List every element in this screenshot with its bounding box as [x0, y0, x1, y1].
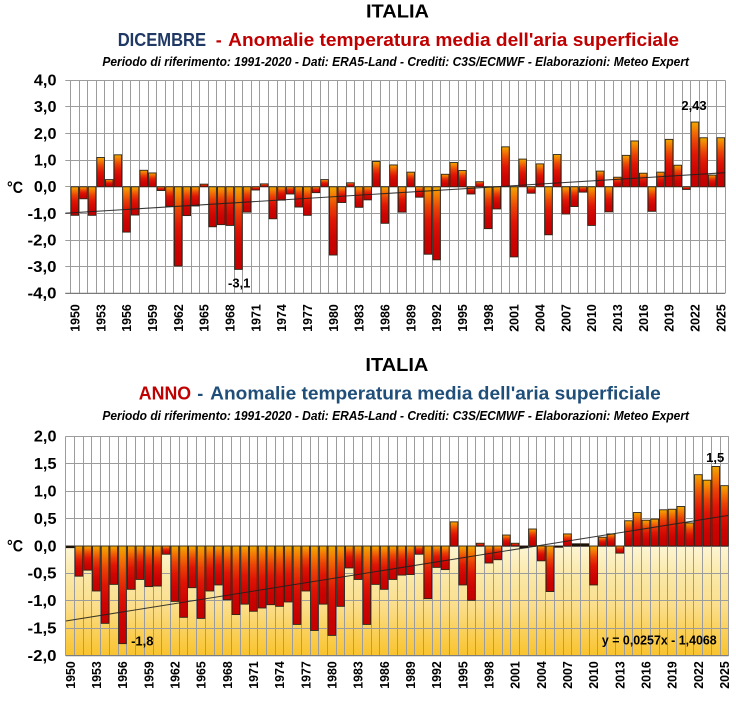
- svg-text:-4,0: -4,0: [28, 286, 57, 303]
- svg-text:3,0: 3,0: [34, 99, 57, 116]
- svg-text:ITALIA: ITALIA: [366, 2, 429, 22]
- svg-text:1953: 1953: [89, 661, 104, 689]
- svg-text:1974: 1974: [274, 303, 289, 331]
- svg-text:1,0: 1,0: [34, 152, 57, 169]
- svg-text:1977: 1977: [298, 661, 313, 689]
- svg-text:2001: 2001: [508, 661, 523, 689]
- svg-text:-0,5: -0,5: [28, 566, 57, 583]
- svg-text:1968: 1968: [222, 304, 237, 332]
- svg-text:2025: 2025: [713, 304, 728, 332]
- svg-text:-1,0: -1,0: [28, 593, 57, 610]
- svg-text:-1,8: -1,8: [131, 634, 153, 649]
- svg-text:1,5: 1,5: [706, 450, 724, 465]
- svg-text:2016: 2016: [639, 661, 654, 689]
- svg-text:1950: 1950: [63, 661, 78, 689]
- svg-text:1971: 1971: [246, 661, 261, 689]
- svg-text:1983: 1983: [351, 661, 366, 689]
- svg-text:2010: 2010: [586, 661, 601, 689]
- svg-text:°C: °C: [7, 179, 23, 197]
- svg-text:1992: 1992: [429, 661, 444, 689]
- svg-text:1968: 1968: [220, 661, 235, 689]
- svg-text:2016: 2016: [636, 304, 651, 332]
- svg-text:1986: 1986: [377, 304, 392, 332]
- svg-text:1953: 1953: [93, 304, 108, 332]
- svg-text:1986: 1986: [377, 661, 392, 689]
- svg-text:2022: 2022: [688, 304, 703, 332]
- svg-text:2019: 2019: [662, 304, 677, 332]
- svg-text:0,0: 0,0: [34, 538, 57, 555]
- svg-text:ANNO: ANNO: [139, 383, 191, 403]
- svg-text:1989: 1989: [403, 304, 418, 332]
- svg-text:1971: 1971: [248, 304, 263, 332]
- svg-text:2,43: 2,43: [681, 98, 706, 113]
- svg-text:2001: 2001: [507, 304, 522, 332]
- svg-text:1992: 1992: [429, 304, 444, 332]
- svg-text:1974: 1974: [272, 660, 287, 688]
- svg-text:2025: 2025: [717, 661, 732, 689]
- svg-text:-: -: [197, 383, 203, 403]
- svg-text:-: -: [216, 30, 222, 50]
- svg-text:1995: 1995: [455, 661, 470, 689]
- svg-text:-2,0: -2,0: [28, 648, 57, 665]
- svg-text:0,5: 0,5: [34, 511, 57, 528]
- svg-text:2019: 2019: [665, 661, 680, 689]
- svg-text:1983: 1983: [352, 304, 367, 332]
- svg-text:1962: 1962: [171, 304, 186, 332]
- svg-text:1998: 1998: [482, 661, 497, 689]
- svg-text:-1,5: -1,5: [28, 621, 57, 638]
- svg-text:1,0: 1,0: [34, 484, 57, 501]
- svg-text:1977: 1977: [300, 304, 315, 332]
- svg-text:DICEMBRE: DICEMBRE: [118, 30, 206, 50]
- svg-text:1995: 1995: [455, 304, 470, 332]
- svg-text:2013: 2013: [612, 661, 627, 689]
- svg-text:1980: 1980: [326, 304, 341, 332]
- svg-text:2007: 2007: [560, 661, 575, 689]
- svg-text:2010: 2010: [584, 304, 599, 332]
- svg-text:Periodo di riferimento: 1991-2: Periodo di riferimento: 1991-2020 - Dati…: [102, 408, 689, 423]
- svg-text:ITALIA: ITALIA: [365, 355, 428, 375]
- svg-text:1965: 1965: [194, 661, 209, 689]
- svg-text:1989: 1989: [403, 661, 418, 689]
- svg-text:-3,0: -3,0: [28, 259, 57, 276]
- svg-text:1956: 1956: [115, 661, 130, 689]
- svg-text:1980: 1980: [324, 661, 339, 689]
- svg-text:Anomalie temperatura media del: Anomalie temperatura media dell'aria sup…: [210, 383, 661, 403]
- svg-text:°C: °C: [7, 538, 23, 556]
- svg-text:2004: 2004: [533, 303, 548, 331]
- svg-text:Anomalie temperatura media del: Anomalie temperatura media dell'aria sup…: [228, 30, 679, 50]
- svg-text:1956: 1956: [119, 304, 134, 332]
- svg-text:1965: 1965: [197, 304, 212, 332]
- svg-text:-2,0: -2,0: [28, 232, 57, 249]
- svg-text:-1,0: -1,0: [28, 206, 57, 223]
- svg-text:1959: 1959: [145, 304, 160, 332]
- svg-text:4,0: 4,0: [34, 73, 57, 90]
- svg-text:2013: 2013: [610, 304, 625, 332]
- svg-text:2004: 2004: [534, 660, 549, 688]
- svg-text:-3,1: -3,1: [228, 275, 250, 290]
- svg-text:1998: 1998: [481, 304, 496, 332]
- svg-text:1962: 1962: [167, 661, 182, 689]
- svg-text:y = 0,0257x - 1,4068: y = 0,0257x - 1,4068: [602, 633, 717, 648]
- svg-text:1959: 1959: [141, 661, 156, 689]
- svg-text:2022: 2022: [691, 661, 706, 689]
- svg-text:2,0: 2,0: [34, 126, 57, 143]
- svg-text:2007: 2007: [558, 304, 573, 332]
- svg-text:Periodo di riferimento: 1991-2: Periodo di riferimento: 1991-2020 - Dati…: [102, 54, 689, 69]
- svg-text:1,5: 1,5: [34, 456, 57, 473]
- svg-text:2,0: 2,0: [34, 429, 57, 446]
- svg-text:0,0: 0,0: [34, 179, 57, 196]
- svg-text:1950: 1950: [67, 304, 82, 332]
